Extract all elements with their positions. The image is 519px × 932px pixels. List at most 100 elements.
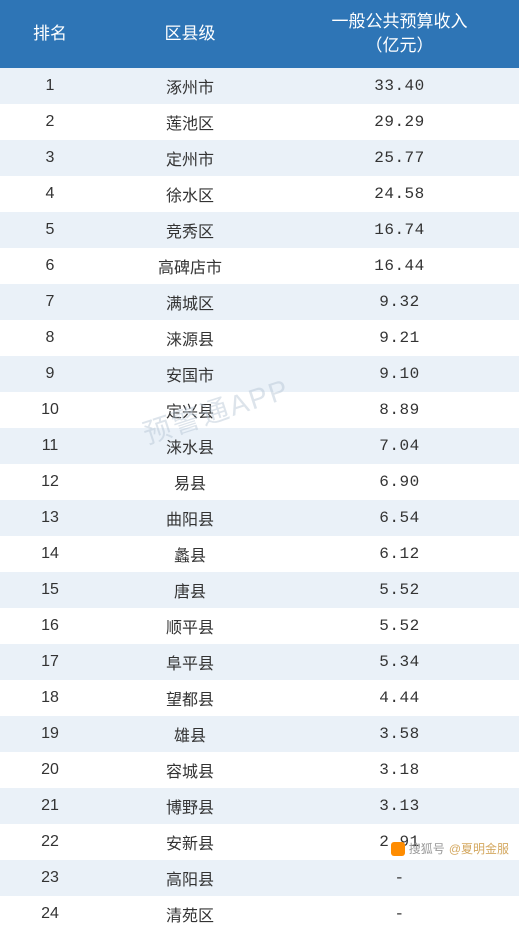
table-row: 6高碑店市16.44 xyxy=(0,248,519,284)
table-row: 10定兴县8.89 xyxy=(0,392,519,428)
cell-district: 定兴县 xyxy=(100,392,280,428)
cell-value: 5.52 xyxy=(280,572,519,608)
cell-district: 易县 xyxy=(100,464,280,500)
cell-district: 竞秀区 xyxy=(100,212,280,248)
cell-value: 8.89 xyxy=(280,392,519,428)
cell-value: 6.90 xyxy=(280,464,519,500)
cell-district: 雄县 xyxy=(100,716,280,752)
cell-district: 徐水区 xyxy=(100,176,280,212)
sohu-fox-icon xyxy=(391,842,405,856)
table-row: 5竞秀区16.74 xyxy=(0,212,519,248)
cell-district: 容城县 xyxy=(100,752,280,788)
budget-ranking-table: 排名 区县级 一般公共预算收入 （亿元） 1涿州市33.402莲池区29.293… xyxy=(0,0,519,932)
table-row: 24清苑区- xyxy=(0,896,519,932)
cell-district: 安国市 xyxy=(100,356,280,392)
cell-value: - xyxy=(280,860,519,896)
cell-value: 24.58 xyxy=(280,176,519,212)
cell-district: 涿州市 xyxy=(100,68,280,104)
cell-district: 满城区 xyxy=(100,284,280,320)
cell-value: 5.52 xyxy=(280,608,519,644)
cell-district: 唐县 xyxy=(100,572,280,608)
cell-rank: 4 xyxy=(0,176,100,212)
table-row: 19雄县3.58 xyxy=(0,716,519,752)
cell-rank: 6 xyxy=(0,248,100,284)
cell-rank: 1 xyxy=(0,68,100,104)
cell-rank: 8 xyxy=(0,320,100,356)
cell-rank: 12 xyxy=(0,464,100,500)
cell-value: 16.74 xyxy=(280,212,519,248)
cell-rank: 21 xyxy=(0,788,100,824)
table-row: 9安国市9.10 xyxy=(0,356,519,392)
cell-rank: 19 xyxy=(0,716,100,752)
cell-district: 曲阳县 xyxy=(100,500,280,536)
cell-value: 29.29 xyxy=(280,104,519,140)
cell-value: 5.34 xyxy=(280,644,519,680)
table-row: 4徐水区24.58 xyxy=(0,176,519,212)
cell-rank: 23 xyxy=(0,860,100,896)
table-row: 12易县6.90 xyxy=(0,464,519,500)
cell-district: 顺平县 xyxy=(100,608,280,644)
author-label: @夏明金服 xyxy=(449,840,509,857)
cell-rank: 11 xyxy=(0,428,100,464)
cell-rank: 10 xyxy=(0,392,100,428)
cell-rank: 3 xyxy=(0,140,100,176)
cell-value: 3.58 xyxy=(280,716,519,752)
table-row: 11涞水县7.04 xyxy=(0,428,519,464)
cell-district: 高碑店市 xyxy=(100,248,280,284)
cell-value: 3.13 xyxy=(280,788,519,824)
table-row: 7满城区9.32 xyxy=(0,284,519,320)
cell-value: 6.54 xyxy=(280,500,519,536)
cell-district: 涞源县 xyxy=(100,320,280,356)
cell-rank: 18 xyxy=(0,680,100,716)
cell-value: 7.04 xyxy=(280,428,519,464)
cell-district: 涞水县 xyxy=(100,428,280,464)
table-row: 3定州市25.77 xyxy=(0,140,519,176)
header-value-line1: 一般公共预算收入 （亿元） xyxy=(332,12,468,55)
cell-district: 阜平县 xyxy=(100,644,280,680)
cell-value: 3.18 xyxy=(280,752,519,788)
table-row: 14蠡县6.12 xyxy=(0,536,519,572)
cell-value: 4.44 xyxy=(280,680,519,716)
table-body: 1涿州市33.402莲池区29.293定州市25.774徐水区24.585竞秀区… xyxy=(0,68,519,932)
cell-rank: 16 xyxy=(0,608,100,644)
cell-district: 莲池区 xyxy=(100,104,280,140)
table-row: 21博野县3.13 xyxy=(0,788,519,824)
cell-district: 高阳县 xyxy=(100,860,280,896)
cell-district: 安新县 xyxy=(100,824,280,860)
cell-rank: 5 xyxy=(0,212,100,248)
cell-rank: 22 xyxy=(0,824,100,860)
table-row: 18望都县4.44 xyxy=(0,680,519,716)
cell-rank: 24 xyxy=(0,896,100,932)
cell-value: 33.40 xyxy=(280,68,519,104)
cell-district: 定州市 xyxy=(100,140,280,176)
header-district: 区县级 xyxy=(100,0,280,68)
table-header-row: 排名 区县级 一般公共预算收入 （亿元） xyxy=(0,0,519,68)
cell-rank: 13 xyxy=(0,500,100,536)
table-row: 8涞源县9.21 xyxy=(0,320,519,356)
cell-value: 6.12 xyxy=(280,536,519,572)
table-row: 17阜平县5.34 xyxy=(0,644,519,680)
footer-credit: 搜狐号 @夏明金服 xyxy=(391,840,509,857)
cell-district: 蠡县 xyxy=(100,536,280,572)
cell-value: 9.32 xyxy=(280,284,519,320)
cell-district: 清苑区 xyxy=(100,896,280,932)
cell-value: 9.21 xyxy=(280,320,519,356)
table-row: 16顺平县5.52 xyxy=(0,608,519,644)
header-rank: 排名 xyxy=(0,0,100,68)
cell-rank: 15 xyxy=(0,572,100,608)
cell-district: 博野县 xyxy=(100,788,280,824)
sohu-label: 搜狐号 xyxy=(409,840,445,857)
cell-value: 9.10 xyxy=(280,356,519,392)
cell-rank: 14 xyxy=(0,536,100,572)
table-row: 23高阳县- xyxy=(0,860,519,896)
cell-rank: 17 xyxy=(0,644,100,680)
cell-rank: 20 xyxy=(0,752,100,788)
header-value: 一般公共预算收入 （亿元） xyxy=(280,0,519,68)
cell-value: - xyxy=(280,896,519,932)
table-row: 15唐县5.52 xyxy=(0,572,519,608)
cell-value: 16.44 xyxy=(280,248,519,284)
cell-district: 望都县 xyxy=(100,680,280,716)
table-row: 13曲阳县6.54 xyxy=(0,500,519,536)
cell-rank: 7 xyxy=(0,284,100,320)
cell-rank: 9 xyxy=(0,356,100,392)
